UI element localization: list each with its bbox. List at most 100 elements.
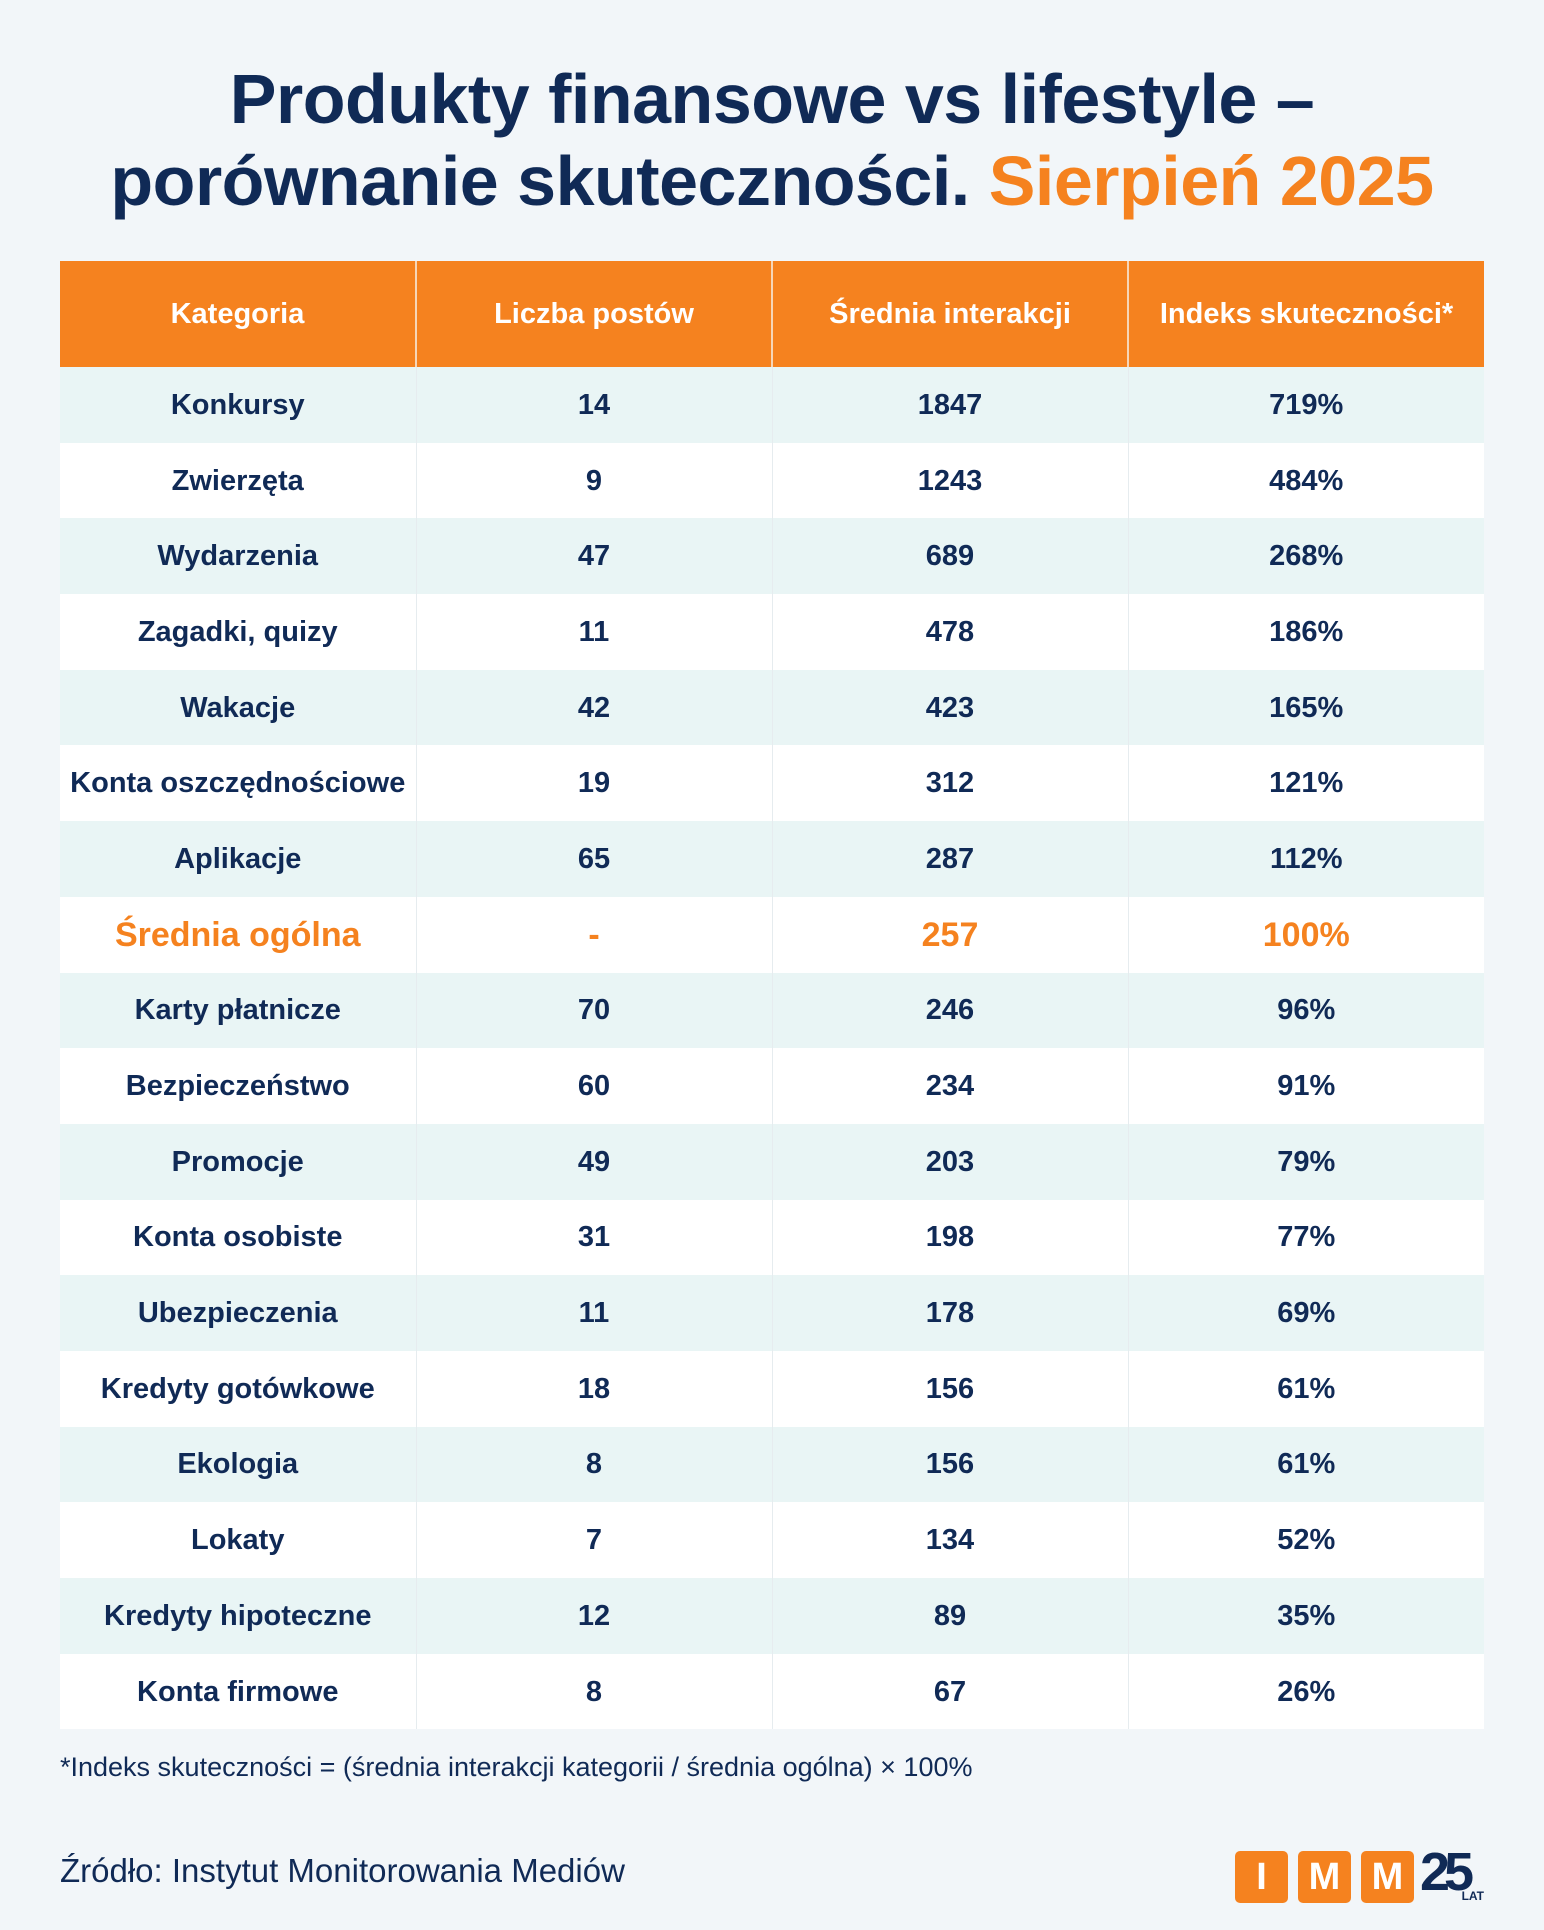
table-cell: Ubezpieczenia: [60, 1275, 417, 1351]
imm-logo: I M M 25 LAT: [1235, 1842, 1490, 1903]
table-cell: 719%: [1128, 367, 1484, 443]
comparison-table: Kategoria Liczba postów Średnia interakcji…: [60, 261, 1484, 1730]
table-cell: Zwierzęta: [60, 442, 417, 519]
table-cell: 257: [772, 896, 1129, 973]
table-cell: 478: [772, 594, 1129, 670]
table-cell: Kredyty hipoteczne: [60, 1578, 417, 1654]
table-cell: 12: [416, 1578, 773, 1654]
table-cell: Promocje: [60, 1123, 417, 1200]
page-title: Produkty finansowe vs lifestyle – porówn…: [0, 58, 1544, 222]
table-cell: Wakacje: [60, 669, 417, 746]
table-cell: 60: [416, 1048, 773, 1124]
logo-letter: M: [1361, 1851, 1414, 1903]
table-cell: 65: [416, 821, 773, 897]
table-cell: 61%: [1128, 1350, 1484, 1427]
table-cell: 67: [772, 1653, 1129, 1730]
table-cell: Bezpieczeństwo: [60, 1048, 417, 1124]
table-cell: 178: [772, 1275, 1129, 1351]
column-header: Indeks skuteczności*: [1128, 261, 1484, 367]
table-cell: Konta firmowe: [60, 1653, 417, 1730]
table-cell: 234: [772, 1048, 1129, 1124]
table-row: Wydarzenia 47 689 268%: [60, 518, 1484, 595]
table-cell: 689: [772, 518, 1129, 595]
table-cell: -: [416, 896, 773, 973]
footnote: *Indeks skuteczności = (średnia interakc…: [60, 1752, 973, 1782]
table-cell: Kredyty gotówkowe: [60, 1350, 417, 1427]
column-header: Liczba postów: [416, 261, 773, 367]
table-cell: 156: [772, 1350, 1129, 1427]
title-line-1: Produkty finansowe vs lifestyle –: [229, 60, 1315, 138]
logo-suffix: LAT: [1461, 1889, 1484, 1903]
table-cell: 91%: [1128, 1048, 1484, 1124]
table-cell: Średnia ogólna: [60, 896, 417, 973]
source-note: Źródło: Instytut Monitorowania Mediów: [60, 1852, 625, 1889]
table-row: Aplikacje 65 287 112%: [60, 821, 1484, 897]
table-row: Zwierzęta 9 1243 484%: [60, 442, 1484, 519]
table-cell: Zagadki, quizy: [60, 594, 417, 670]
logo-letter: I: [1235, 1851, 1288, 1903]
table-cell: Aplikacje: [60, 821, 417, 897]
table-cell: Konta oszczędnościowe: [60, 745, 417, 822]
table-cell: 35%: [1128, 1578, 1484, 1654]
table-cell: 42: [416, 669, 773, 746]
table-cell: 9: [416, 442, 773, 519]
table-cell: 18: [416, 1350, 773, 1427]
table-cell: 11: [416, 594, 773, 670]
table-row-average: Średnia ogólna -257 100%: [60, 896, 1484, 973]
table-cell: 11: [416, 1275, 773, 1351]
table-cell: 61%: [1128, 1426, 1484, 1503]
table-header-row: Kategoria Liczba postów Średnia interakcji…: [60, 261, 1484, 367]
table-cell: 7: [416, 1502, 773, 1578]
table-cell: Lokaty: [60, 1502, 417, 1578]
table-cell: 268%: [1128, 518, 1484, 595]
table-cell: Karty płatnicze: [60, 972, 417, 1049]
table-row: Ekologia 8 156 61%: [60, 1426, 1484, 1503]
title-accent: Sierpień 2025: [988, 142, 1434, 220]
title-line-2: porównanie skuteczności. Sierpień 2025: [0, 140, 1544, 222]
table-cell: 198: [772, 1199, 1129, 1276]
table-cell: 77%: [1128, 1199, 1484, 1276]
table-cell: 287: [772, 821, 1129, 897]
table-cell: 246: [772, 972, 1129, 1049]
table-cell: 8: [416, 1653, 773, 1730]
table-cell: 52%: [1128, 1502, 1484, 1578]
table-row: Zagadki, quizy 11 478 186%: [60, 594, 1484, 670]
table-cell: 79%: [1128, 1123, 1484, 1200]
column-header: Średnia interakcji: [772, 261, 1129, 367]
table-cell: Konta osobiste: [60, 1199, 417, 1276]
logo-number: 25: [1420, 1842, 1474, 1902]
table-cell: 165%: [1128, 669, 1484, 746]
table-cell: 186%: [1128, 594, 1484, 670]
table-cell: 96%: [1128, 972, 1484, 1049]
table-row: Wakacje 42 423 165%: [60, 669, 1484, 746]
table-row: Promocje 49 203 79%: [60, 1123, 1484, 1200]
table-cell: 203: [772, 1123, 1129, 1200]
table-row: Kredyty hipoteczne 12 89 35%: [60, 1578, 1484, 1654]
table-cell: Konkursy: [60, 367, 417, 443]
table-row: Kredyty gotówkowe 18 156 61%: [60, 1350, 1484, 1427]
table-cell: 47: [416, 518, 773, 595]
table-cell: 70: [416, 972, 773, 1049]
table-cell: 156: [772, 1426, 1129, 1503]
table-row: Bezpieczeństwo 60 234 91%: [60, 1048, 1484, 1124]
table-cell: 26%: [1128, 1653, 1484, 1730]
table-cell: 484%: [1128, 442, 1484, 519]
table-cell: 89: [772, 1578, 1129, 1654]
table-cell: 1243: [772, 442, 1129, 519]
table-cell: Ekologia: [60, 1426, 417, 1503]
table-cell: Wydarzenia: [60, 518, 417, 595]
table-row: Ubezpieczenia 11 178 69%: [60, 1275, 1484, 1351]
table-row: Konta firmowe 8 67 26%: [60, 1653, 1484, 1730]
table-row: Konkursy 14 1847 719%: [60, 367, 1484, 443]
column-header: Kategoria: [60, 261, 417, 367]
table-row: Lokaty 7 134 52%: [60, 1502, 1484, 1578]
table-cell: 31: [416, 1199, 773, 1276]
table-cell: 100%: [1128, 896, 1484, 973]
title-line-2-text: porównanie skuteczności.: [110, 142, 970, 220]
table-cell: 1847: [772, 367, 1129, 443]
logo-anniversary: 25 LAT: [1420, 1842, 1490, 1903]
table-cell: 423: [772, 669, 1129, 746]
table-cell: 312: [772, 745, 1129, 822]
table-cell: 121%: [1128, 745, 1484, 822]
table-cell: 134: [772, 1502, 1129, 1578]
